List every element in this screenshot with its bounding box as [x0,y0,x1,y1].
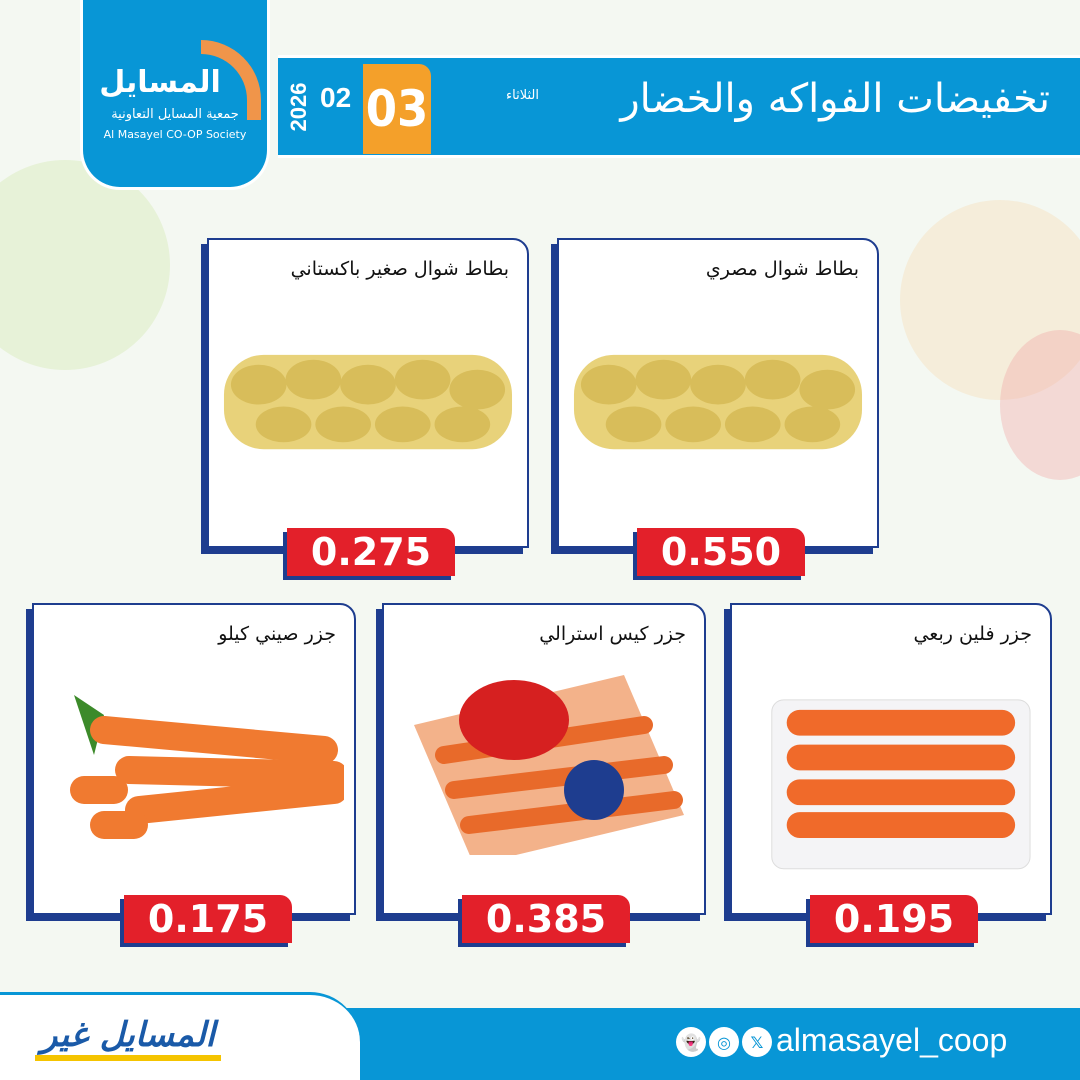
header-banner: تخفيضات الفواكه والخضار الثلاثاء 03 02 2… [278,55,1080,158]
background-decoration [900,200,1080,400]
product-card[interactable]: جزر فلين ربعي 0.195 [730,603,1052,943]
product-card[interactable]: جزر كيس استرالي 0.385 [382,603,706,943]
product-name: جزر كيس استرالي [539,623,686,645]
page-title: تخفيضات الفواكه والخضار [620,76,1050,122]
potato-sack-image [573,354,863,450]
potato-sack-image [223,354,513,450]
weekday: الثلاثاء [506,88,539,103]
product-card[interactable]: بطاط شوال مصري 0.550 [557,238,879,576]
product-name: جزر صيني كيلو [218,623,336,645]
slogan: المسايل غير [35,1015,222,1061]
product-name: بطاط شوال صغير باكستاني [290,258,509,280]
background-decoration [0,160,170,370]
logo-name-en: Al Masayel CO-OP Society [103,128,247,141]
logo-name-ar: المسايل [99,65,221,100]
product-name: جزر فلين ربعي [913,623,1032,645]
date-month: 02 [320,82,352,113]
footer-slogan-panel [0,992,360,1080]
logo-subtitle: جمعية المسايل التعاونية [111,107,239,122]
carrots-image [70,695,344,839]
logo: المسايل جمعية المسايل التعاونية Al Masay… [80,0,270,190]
snapchat-icon[interactable]: 👻 [676,1027,706,1057]
price-tag: 0.275 [287,528,455,576]
price-tag: 0.195 [810,895,978,943]
product-card[interactable]: جزر صيني كيلو 0.175 [32,603,356,943]
carrots-bag-image [414,675,684,855]
price-tag: 0.175 [124,895,292,943]
date-day: 03 [363,64,431,154]
date-year: 2026 [286,82,311,132]
price-tag: 0.550 [637,528,805,576]
product-name: بطاط شوال مصري [705,258,859,280]
x-icon[interactable]: 𝕏 [742,1027,772,1057]
instagram-icon[interactable]: ◎ [709,1027,739,1057]
social-handle[interactable]: almasayel_coop [776,1022,1008,1058]
price-tag: 0.385 [462,895,630,943]
product-card[interactable]: بطاط شوال صغير باكستاني 0.275 [207,238,529,576]
carrots-foam-box-image [771,699,1031,870]
